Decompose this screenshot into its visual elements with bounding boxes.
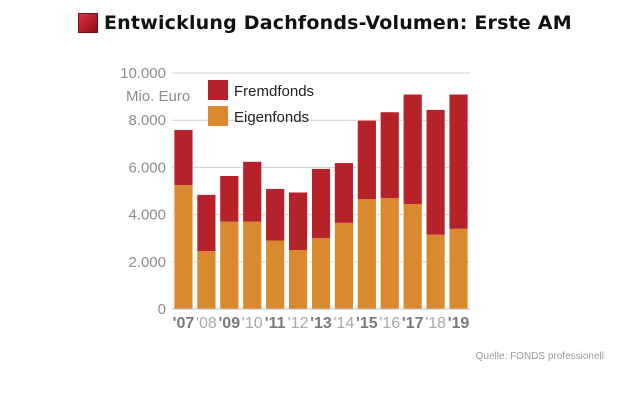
legend: Fremdfonds Eigenfonds: [208, 80, 314, 126]
x-tick-label: '19: [448, 315, 470, 332]
y-tick-label: 2.000: [128, 254, 166, 271]
bar-eigenfonds: [334, 222, 354, 309]
x-tick-label: '12: [288, 315, 309, 332]
bar-fremdfonds: [357, 120, 377, 200]
bar-fremdfonds: [288, 192, 308, 250]
bar-fremdfonds: [449, 94, 468, 229]
chart-title: Entwicklung Dachfonds-Volumen: Erste AM: [104, 12, 572, 34]
bar-eigenfonds: [311, 238, 331, 309]
x-tick-label: '15: [356, 315, 378, 332]
bar-fremdfonds: [196, 194, 216, 252]
bar-fremdfonds: [380, 111, 400, 199]
bar-eigenfonds: [357, 199, 377, 309]
bar-eigenfonds: [242, 221, 262, 309]
bar-eigenfonds: [403, 203, 423, 309]
bar-fremdfonds: [403, 94, 423, 204]
x-tick-label: '16: [379, 315, 400, 332]
y-tick-label: 8.000: [128, 112, 166, 129]
x-tick-label: '11: [265, 315, 286, 332]
bar-fremdfonds: [242, 161, 262, 222]
legend-swatch-eigenfonds: [208, 106, 228, 126]
bars: [173, 93, 469, 310]
bar-eigenfonds: [288, 250, 308, 309]
x-tick-label: '14: [333, 315, 354, 332]
y-tick-label: 0: [158, 301, 166, 318]
bar-fremdfonds: [426, 109, 446, 235]
x-tick-label: '09: [219, 315, 241, 332]
bar-fremdfonds: [265, 188, 285, 241]
source-note: Quelle: FONDS professionell: [475, 351, 604, 362]
bar-fremdfonds: [174, 129, 193, 186]
legend-label-fremdfonds: Fremdfonds: [234, 83, 314, 100]
bar-eigenfonds: [380, 198, 400, 309]
bar-fremdfonds: [334, 162, 354, 223]
bar-fremdfonds: [219, 175, 239, 222]
bar-eigenfonds: [196, 251, 216, 309]
x-tick-label: '17: [402, 315, 424, 332]
chart-header: Entwicklung Dachfonds-Volumen: Erste AM: [78, 12, 572, 34]
x-tick-label: '18: [425, 315, 446, 332]
y-tick-label: 6.000: [128, 159, 166, 176]
legend-swatch-fremdfonds: [208, 80, 228, 100]
x-tick-label: '13: [310, 315, 332, 332]
bar-fremdfonds: [311, 168, 331, 239]
unit-label: Mio. Euro: [126, 88, 190, 105]
y-tick-label: 4.000: [128, 207, 166, 224]
bar-eigenfonds: [449, 228, 468, 309]
title-marker-icon: [78, 13, 98, 33]
bar-eigenfonds: [265, 240, 285, 309]
legend-label-eigenfonds: Eigenfonds: [234, 109, 309, 126]
bar-eigenfonds: [426, 234, 446, 309]
x-tick-label: '10: [242, 315, 263, 332]
x-tick-label: '07: [173, 315, 195, 332]
x-tick-label: '08: [196, 315, 217, 332]
bar-eigenfonds: [174, 185, 193, 309]
bar-eigenfonds: [219, 221, 239, 309]
y-tick-label: 10.000: [120, 65, 166, 82]
